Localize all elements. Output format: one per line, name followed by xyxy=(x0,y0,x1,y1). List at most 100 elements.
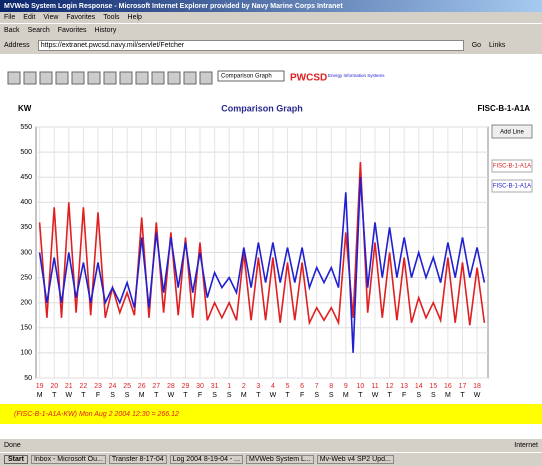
y-tick-label: 500 xyxy=(20,149,32,156)
x-tick-label: 15 xyxy=(429,383,437,390)
task-item[interactable]: Inbox - Microsoft Ou... xyxy=(31,455,106,464)
weekday-label: T xyxy=(183,392,188,399)
menu-item[interactable]: Help xyxy=(128,14,142,21)
menu-item[interactable]: Tools xyxy=(103,14,119,21)
x-tick-label: 16 xyxy=(444,383,452,390)
x-tick-label: 12 xyxy=(386,383,394,390)
x-tick-label: 31 xyxy=(211,383,219,390)
meter-label: FISC-B-1-A1A xyxy=(478,104,531,113)
weekday-label: F xyxy=(300,392,304,399)
weekday-label: W xyxy=(168,392,175,399)
tool-icon[interactable] xyxy=(72,72,84,84)
tool-icon[interactable] xyxy=(40,72,52,84)
weekday-label: S xyxy=(125,392,130,399)
weekday-label: M xyxy=(241,392,247,399)
task-item[interactable]: Transfer 8-17-04 xyxy=(109,455,167,464)
address-label: Address xyxy=(4,42,30,49)
weekday-label: T xyxy=(358,392,363,399)
tool-icon[interactable] xyxy=(120,72,132,84)
x-tick-label: 14 xyxy=(415,383,423,390)
x-tick-label: 23 xyxy=(94,383,102,390)
x-tick-label: 11 xyxy=(371,383,378,390)
weekday-label: S xyxy=(212,392,217,399)
tool-icon[interactable] xyxy=(168,72,180,84)
page: Comparison Graph PWCSD Energy Informatio… xyxy=(0,54,542,439)
toolbar-button[interactable]: Search xyxy=(28,27,50,34)
y-tick-label: 100 xyxy=(20,350,32,357)
tool-icon[interactable] xyxy=(184,72,196,84)
legend-label: FISC-B-1-A1A xyxy=(493,164,531,170)
weekday-label: F xyxy=(198,392,202,399)
menu-item[interactable]: File xyxy=(4,14,15,21)
app-toolbar: Comparison Graph PWCSD Energy Informatio… xyxy=(8,71,385,84)
weekday-label: M xyxy=(139,392,145,399)
y-axis-label: KW xyxy=(18,104,32,113)
x-tick-label: 6 xyxy=(300,383,304,390)
tool-icon[interactable] xyxy=(24,72,36,84)
x-tick-label: 19 xyxy=(36,383,44,390)
x-tick-label: 8 xyxy=(329,383,333,390)
toolbar-button[interactable]: Back xyxy=(4,27,20,34)
dropdown-text: Comparison Graph xyxy=(221,74,272,80)
x-tick-label: 7 xyxy=(315,383,319,390)
task-item[interactable]: Log 2004 8-19-04 - ... xyxy=(170,455,243,464)
chart: Comparison Graph PWCSD Energy Informatio… xyxy=(0,54,542,439)
menu-item[interactable]: Edit xyxy=(23,14,35,21)
x-tick-label: 5 xyxy=(286,383,290,390)
address-field[interactable]: https://extranet.pwcsd.navy.mil/servlet/… xyxy=(38,40,464,51)
y-tick-label: 400 xyxy=(20,199,32,206)
logo-sub: Energy Information Systems xyxy=(328,73,385,78)
x-tick-label: 29 xyxy=(182,383,190,390)
status-done: Done xyxy=(4,442,506,449)
tool-icon[interactable] xyxy=(200,72,212,84)
y-tick-label: 300 xyxy=(20,249,32,256)
y-tick-label: 550 xyxy=(20,124,32,131)
x-tick-label: 28 xyxy=(167,383,175,390)
y-tick-label: 250 xyxy=(20,274,32,281)
weekday-label: T xyxy=(81,392,86,399)
x-tick-label: 26 xyxy=(138,383,146,390)
status-bar: Done Internet xyxy=(0,440,542,451)
y-tick-label: 350 xyxy=(20,224,32,231)
y-tick-label: 50 xyxy=(24,375,32,382)
status-zone: Internet xyxy=(514,442,538,449)
tool-icon[interactable] xyxy=(8,72,20,84)
x-tick-label: 18 xyxy=(473,383,481,390)
menu-item[interactable]: View xyxy=(43,14,58,21)
tool-icon[interactable] xyxy=(88,72,100,84)
menu-item[interactable]: Favorites xyxy=(66,14,95,21)
task-item[interactable]: Mv-Web v4 SP2 Upd... xyxy=(317,455,394,464)
weekday-label: M xyxy=(343,392,349,399)
x-tick-label: 13 xyxy=(400,383,408,390)
go-button[interactable]: Go xyxy=(472,42,481,49)
weekday-label: F xyxy=(402,392,406,399)
links[interactable]: Links xyxy=(489,42,505,49)
weekday-label: T xyxy=(387,392,392,399)
tool-icon[interactable] xyxy=(152,72,164,84)
x-tick-label: 30 xyxy=(196,383,204,390)
toolbar-button[interactable]: Favorites xyxy=(58,27,87,34)
task-item[interactable]: MVWeb System L... xyxy=(246,455,314,464)
weekday-label: W xyxy=(270,392,277,399)
start-button[interactable]: Start xyxy=(4,455,28,464)
weekday-label: T xyxy=(460,392,465,399)
x-tick-label: 24 xyxy=(109,383,117,390)
tool-icon[interactable] xyxy=(56,72,68,84)
x-tick-label: 10 xyxy=(357,383,365,390)
menu-bar: File Edit View Favorites Tools Help xyxy=(0,12,542,23)
weekday-label: T xyxy=(52,392,57,399)
weekday-label: M xyxy=(445,392,451,399)
toolbar-button[interactable]: History xyxy=(95,27,117,34)
weekday-label: W xyxy=(474,392,481,399)
x-tick-label: 27 xyxy=(152,383,160,390)
weekday-label: T xyxy=(285,392,290,399)
legend-label: FISC-B-1-A1A xyxy=(493,184,531,190)
weekday-label: S xyxy=(314,392,319,399)
y-tick-label: 150 xyxy=(20,325,32,332)
x-tick-label: 25 xyxy=(123,383,131,390)
weekday-label: S xyxy=(329,392,334,399)
weekday-label: M xyxy=(37,392,43,399)
tool-icon[interactable] xyxy=(136,72,148,84)
tool-icon[interactable] xyxy=(104,72,116,84)
